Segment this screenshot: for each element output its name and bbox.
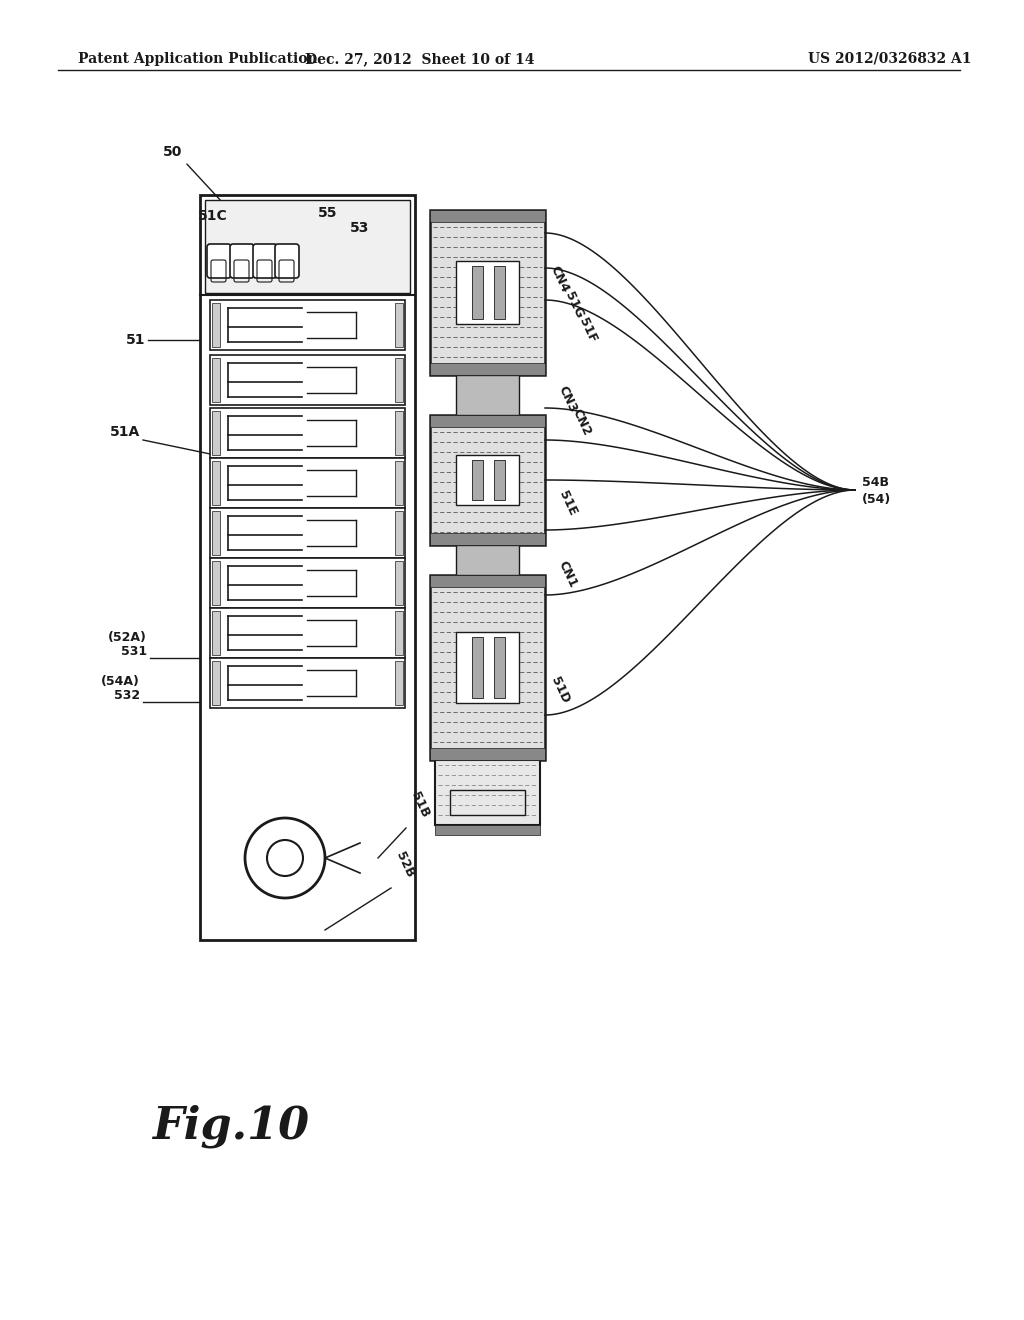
Text: 50: 50 bbox=[163, 145, 182, 158]
Bar bbox=[456, 632, 519, 702]
Text: 51G: 51G bbox=[562, 289, 586, 319]
Bar bbox=[212, 461, 220, 506]
Bar bbox=[210, 558, 406, 609]
Bar bbox=[430, 210, 545, 222]
Text: US 2012/0326832 A1: US 2012/0326832 A1 bbox=[808, 51, 972, 66]
Bar bbox=[212, 304, 220, 347]
Bar bbox=[494, 267, 505, 319]
Text: (54A): (54A) bbox=[101, 675, 140, 688]
Bar bbox=[395, 304, 403, 347]
Text: 51B: 51B bbox=[408, 791, 431, 820]
Bar bbox=[210, 408, 406, 458]
Bar bbox=[430, 363, 545, 375]
Text: 531: 531 bbox=[121, 645, 147, 657]
FancyBboxPatch shape bbox=[230, 244, 254, 279]
Bar bbox=[456, 261, 519, 323]
FancyBboxPatch shape bbox=[275, 244, 299, 279]
Text: Patent Application Publication: Patent Application Publication bbox=[78, 51, 317, 66]
Bar bbox=[212, 561, 220, 605]
Bar bbox=[212, 358, 220, 403]
Text: 55: 55 bbox=[318, 206, 338, 220]
Bar bbox=[456, 375, 519, 414]
FancyBboxPatch shape bbox=[253, 244, 278, 279]
Bar bbox=[395, 358, 403, 403]
Text: CN3: CN3 bbox=[556, 384, 580, 414]
Bar bbox=[212, 511, 220, 554]
Bar bbox=[210, 458, 406, 508]
Text: (52A): (52A) bbox=[109, 631, 147, 644]
Bar bbox=[430, 576, 545, 587]
Text: 51A: 51A bbox=[110, 425, 140, 440]
Bar bbox=[472, 638, 483, 698]
Text: 51F: 51F bbox=[575, 315, 599, 345]
Bar bbox=[435, 760, 540, 825]
Bar bbox=[430, 748, 545, 760]
Bar bbox=[430, 210, 545, 375]
Bar bbox=[212, 411, 220, 455]
Text: 53: 53 bbox=[350, 220, 370, 235]
Bar bbox=[472, 461, 483, 500]
Bar bbox=[494, 638, 505, 698]
Text: 54B: 54B bbox=[862, 477, 889, 490]
Bar bbox=[210, 508, 406, 558]
Text: 51: 51 bbox=[126, 333, 145, 347]
Bar bbox=[450, 789, 525, 814]
Text: CN2: CN2 bbox=[570, 407, 594, 438]
Bar bbox=[430, 576, 545, 760]
Bar bbox=[430, 414, 545, 545]
Bar bbox=[200, 195, 415, 940]
Bar bbox=[210, 300, 406, 350]
Text: Dec. 27, 2012  Sheet 10 of 14: Dec. 27, 2012 Sheet 10 of 14 bbox=[305, 51, 535, 66]
Bar bbox=[212, 661, 220, 705]
Text: (54): (54) bbox=[862, 494, 891, 507]
Bar bbox=[210, 355, 406, 405]
Text: 532: 532 bbox=[114, 689, 140, 702]
Bar bbox=[494, 461, 505, 500]
Text: CN4: CN4 bbox=[548, 264, 571, 294]
Bar bbox=[395, 461, 403, 506]
Bar bbox=[430, 414, 545, 426]
Text: 52B: 52B bbox=[393, 850, 416, 880]
Bar bbox=[205, 201, 410, 293]
Bar bbox=[395, 661, 403, 705]
Bar bbox=[456, 545, 519, 576]
Bar bbox=[212, 611, 220, 655]
Bar bbox=[395, 411, 403, 455]
Bar bbox=[430, 533, 545, 545]
Bar bbox=[456, 455, 519, 504]
Text: CN1: CN1 bbox=[556, 558, 580, 590]
Text: 51C: 51C bbox=[198, 209, 227, 223]
Text: 51D: 51D bbox=[548, 675, 571, 705]
Bar bbox=[395, 561, 403, 605]
Bar bbox=[435, 825, 540, 836]
Text: 51E: 51E bbox=[556, 488, 579, 517]
FancyBboxPatch shape bbox=[207, 244, 231, 279]
Bar bbox=[395, 611, 403, 655]
Bar bbox=[472, 267, 483, 319]
Bar bbox=[395, 511, 403, 554]
Bar bbox=[210, 609, 406, 657]
Circle shape bbox=[245, 818, 325, 898]
Text: Fig.10: Fig.10 bbox=[152, 1105, 309, 1148]
Bar bbox=[210, 657, 406, 708]
